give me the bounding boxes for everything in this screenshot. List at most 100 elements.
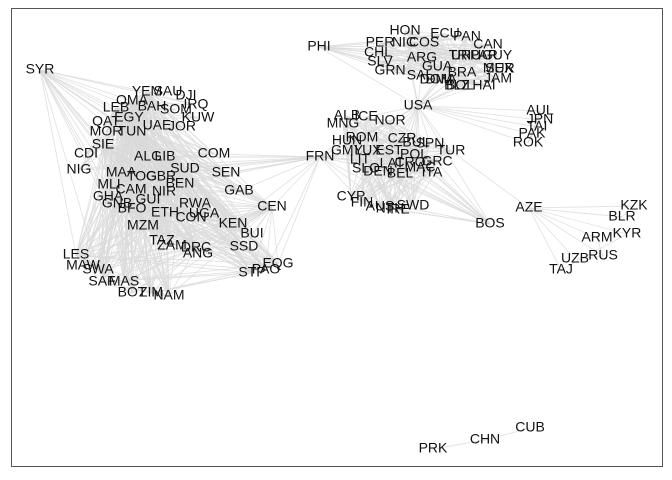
node-bfo: BFO [118, 200, 147, 216]
edge-eth-uga [164, 212, 205, 215]
edge-cen-les [75, 206, 273, 256]
node-gui: GUI [136, 191, 161, 207]
edge-drc-les [75, 247, 197, 256]
node-ken: KEN [219, 215, 248, 231]
edge-cen-syr [39, 69, 273, 208]
node-guy: GUY [482, 47, 513, 63]
edge-frn-swd [319, 156, 414, 207]
edge-cen-frn [271, 156, 321, 208]
node-rok: ROK [513, 134, 544, 150]
edge-drc-swa [97, 247, 197, 271]
edge-tai-usa [417, 105, 538, 128]
edge-jpn-usa [417, 105, 541, 121]
node-mli: MLI [97, 176, 120, 192]
edge-lib-sen [164, 156, 227, 174]
edge-ecu-slv [379, 33, 446, 63]
node-cen: CEN [257, 198, 287, 214]
edge-swd-tur [412, 150, 452, 207]
node-aze: AZE [515, 199, 542, 215]
edge-nth-spn [389, 143, 431, 210]
edge-mzm-syr [39, 69, 144, 227]
edge-bol-guy [459, 55, 498, 87]
node-ita: ITA [422, 164, 443, 180]
edge-cyp-usa [350, 105, 419, 198]
edge-nth-usa [389, 105, 419, 210]
edge-cro-usa [409, 105, 419, 164]
node-ang: ANG [183, 245, 213, 261]
edge-rok-usa [417, 105, 529, 144]
edge-phi-sal [318, 46, 421, 77]
edge-ice-rom [361, 116, 367, 139]
edge-hon-nic [403, 30, 406, 44]
node-lib: LIB [154, 148, 175, 164]
edge-irq-syr [39, 69, 197, 106]
edge-aze-uzb [528, 207, 576, 260]
node-hai: HAI [472, 77, 495, 93]
edge-jor-syr [39, 69, 183, 128]
node-ssd: SSD [230, 238, 259, 254]
node-uru: URU [451, 47, 481, 63]
node-tai: TAI [527, 118, 548, 134]
node-bot: BOT [118, 284, 147, 300]
edge-com-tun [131, 131, 215, 155]
edge-grn-uru [389, 55, 467, 72]
edge-mac-usa [417, 105, 421, 169]
edge-grn-guy [389, 55, 498, 72]
edge-eth-mas [123, 212, 166, 283]
edge-pao-saf [101, 269, 267, 283]
edge-bot-saf [101, 281, 133, 294]
node-dom: DOM [420, 71, 453, 87]
edge-com-frn [213, 153, 321, 158]
edge-cen-zim [150, 206, 273, 294]
edge-leb-mas [115, 107, 125, 283]
node-egy: EGY [114, 109, 144, 125]
node-frn: FRN [306, 148, 335, 164]
node-gmy: GMY [331, 142, 364, 158]
node-can: CAN [473, 36, 503, 52]
edge-ang-drc [195, 247, 199, 255]
node-sau: SAU [154, 83, 183, 99]
node-pao: PAO [252, 261, 281, 277]
edge-blz-sur [456, 68, 501, 87]
node-pol: POL [400, 146, 428, 162]
node-nth: NTH [376, 200, 405, 216]
node-usa: USA [404, 97, 433, 113]
edge-chn-cub [484, 427, 531, 441]
edge-eth-stp [164, 212, 253, 274]
edge-cen-yem [146, 91, 273, 208]
edge-aus-ita [379, 172, 433, 208]
edge-ken-sud [184, 168, 234, 225]
edge-bel-mac [399, 167, 421, 175]
node-rwa: RWA [179, 195, 212, 211]
node-lux: LUX [354, 142, 382, 158]
edge-cyp-lit [350, 159, 361, 198]
edge-frn-gab [238, 156, 321, 192]
edge-pao-yem [146, 91, 267, 271]
edge-egy-sen [128, 117, 227, 174]
plot-frame [11, 8, 663, 467]
edge-cyp-gmy [346, 150, 352, 198]
edge-fin-usa [361, 105, 419, 204]
node-czr: CZR [388, 130, 417, 146]
node-leb: LEB [103, 99, 129, 115]
node-chl: CHL [364, 44, 392, 60]
edge-rom-usa [361, 105, 419, 139]
node-kuw: KUW [182, 109, 215, 125]
edge-guy-phi [318, 46, 498, 57]
edge-frn-pao [265, 156, 321, 271]
edge-maa-maw [82, 172, 122, 267]
edge-egy-swa [97, 117, 130, 271]
edge-bos-cyp [350, 196, 491, 225]
node-dma: DMA [425, 71, 457, 87]
node-eth: ETH [151, 204, 179, 220]
edge-les-sie [75, 144, 104, 256]
edge-les-zim [75, 254, 152, 294]
edge-drc-stp [195, 247, 253, 274]
edge-cdi-egy [85, 117, 130, 155]
node-uga: UGA [189, 205, 220, 221]
edge-egy-syr [39, 69, 130, 119]
edge-egy-maw [82, 117, 130, 267]
edge-gnb-uga [116, 203, 205, 215]
